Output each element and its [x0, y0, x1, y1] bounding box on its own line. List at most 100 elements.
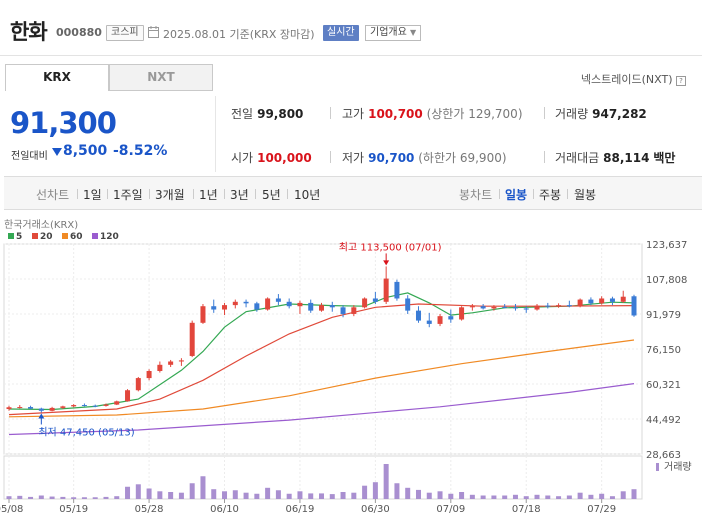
candle-body — [200, 306, 206, 323]
candle-chart-button[interactable]: 봉차트 — [459, 188, 493, 202]
x-tick-label: 07/18 — [512, 504, 541, 515]
tab-krx[interactable]: KRX — [5, 64, 109, 91]
candle-body — [103, 404, 109, 406]
stock-chart[interactable]: 한국거래소(KRX) 5 20 60 120 123,637 107,808 91,979… — [0, 214, 702, 532]
volume-bar — [502, 495, 508, 499]
candle-body — [17, 407, 23, 409]
candle-daily[interactable]: 일봉 — [505, 188, 528, 202]
calendar-icon — [148, 26, 159, 38]
upper-limit: (상한가 129,700) — [426, 107, 523, 121]
period-1d[interactable]: 1일 — [83, 188, 102, 202]
candle-body — [297, 302, 303, 307]
volume-value: 947,282 — [592, 107, 647, 121]
nextrade-label: 넥스트레이드(NXT) — [580, 73, 673, 86]
candle-weekly[interactable]: 주봉 — [539, 188, 562, 202]
candle-body — [394, 281, 400, 299]
amount-label: 거래대금 — [555, 151, 600, 165]
line-chart-button[interactable]: 선차트 — [36, 188, 70, 202]
volume-bar — [351, 492, 357, 499]
volume-bar — [372, 482, 378, 499]
company-info-button[interactable]: 기업개요 ▼ — [365, 25, 422, 41]
y-tick-label: 107,808 — [646, 275, 687, 286]
help-icon[interactable]: ? — [676, 76, 686, 86]
y-tick-label: 91,979 — [646, 310, 681, 321]
candle-body — [146, 371, 152, 379]
min-arrow-head — [38, 413, 45, 419]
candle-monthly[interactable]: 월봉 — [574, 188, 597, 202]
realtime-button[interactable]: 실시간 — [323, 25, 359, 41]
volume-bar — [448, 493, 454, 499]
y-tick-label: 123,637 — [646, 240, 687, 251]
ma-line-5 — [8, 292, 635, 411]
volume-bar — [394, 483, 400, 499]
price-plot-area — [3, 243, 643, 455]
current-price: 91,300 — [10, 106, 117, 140]
market-badge: 코스피 — [106, 25, 144, 41]
min-price-annotation: 최저 47,450 (05/13) — [38, 426, 134, 438]
candle-body — [135, 378, 141, 391]
legend-swatch-120 — [92, 233, 98, 239]
candle-body — [329, 305, 335, 308]
candle-body — [459, 307, 465, 320]
candle-body — [92, 405, 98, 407]
volume-bar — [17, 495, 23, 499]
divider — [544, 107, 545, 119]
candle-body — [426, 320, 432, 324]
tab-nxt[interactable]: NXT — [109, 64, 213, 91]
period-1y[interactable]: 1년 — [199, 188, 218, 202]
volume-bar — [157, 491, 163, 499]
candle-body — [620, 296, 626, 302]
period-10y[interactable]: 10년 — [294, 188, 321, 202]
stock-name: 한화 — [10, 20, 48, 44]
volume-bar — [512, 494, 518, 499]
chart-source-label: 한국거래소(KRX) — [4, 219, 78, 231]
candle-body — [415, 310, 421, 321]
volume-bar — [383, 464, 389, 499]
volume-bar — [577, 492, 583, 499]
volume-bar — [168, 492, 174, 499]
prev-close-label: 전일 — [231, 107, 254, 121]
legend-swatch-20 — [32, 233, 38, 239]
volume-legend-swatch — [656, 463, 659, 471]
volume-bar — [491, 495, 497, 499]
high-value: 100,700 — [368, 107, 423, 121]
volume-bar — [71, 497, 77, 499]
volume-bar — [426, 492, 432, 499]
candle-body — [588, 299, 594, 304]
candle-body — [502, 306, 508, 308]
legend-swatch-5 — [8, 233, 14, 239]
volume-bar — [340, 492, 346, 499]
x-axis: 05/08 05/19 05/28 06/10 06/19 06/30 07/09 07/18… — [0, 499, 616, 515]
stock-header: 한화 000880 코스피 2025.08.01 기준(KRX 장마감) 실시간… — [0, 0, 702, 56]
candle-body — [275, 298, 281, 302]
change-label: 전일대비 — [11, 151, 48, 162]
period-5y[interactable]: 5년 — [262, 188, 281, 202]
candle-body — [28, 407, 34, 409]
volume-bar — [566, 495, 572, 499]
candle-body — [286, 301, 292, 307]
candle-body — [469, 306, 475, 308]
legend-label-20: 20 — [40, 232, 53, 242]
legend-label-120: 120 — [100, 232, 119, 242]
volume-bar — [480, 495, 486, 499]
volume-bar — [599, 493, 605, 499]
nextrade-link[interactable]: 넥스트레이드(NXT) ? — [581, 71, 686, 87]
period-1w[interactable]: 1주일 — [113, 188, 143, 202]
lower-limit: (하한가 69,900) — [418, 151, 507, 165]
x-tick-label: 06/19 — [286, 504, 315, 515]
candle-body — [631, 296, 637, 316]
divider — [533, 189, 534, 199]
period-3m[interactable]: 3개월 — [155, 188, 185, 202]
volume-bar — [38, 495, 44, 499]
volume-label: 거래량 — [555, 107, 589, 121]
volume-bar — [6, 496, 12, 499]
down-triangle-icon — [52, 148, 62, 156]
volume-bar — [135, 484, 141, 499]
volume-bar — [631, 489, 637, 499]
volume-bar — [286, 493, 292, 499]
period-3y[interactable]: 3년 — [230, 188, 249, 202]
candle-body — [6, 407, 12, 410]
candle-body — [81, 405, 87, 407]
candle-body — [523, 308, 529, 310]
volume-bar — [319, 493, 324, 499]
